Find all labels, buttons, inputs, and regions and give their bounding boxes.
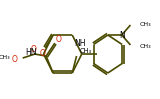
Text: HN: HN [25,48,37,57]
Text: CH₃: CH₃ [79,48,91,54]
Text: O: O [55,35,61,44]
Text: CH₃: CH₃ [0,55,11,60]
Text: CH₃: CH₃ [140,21,152,27]
Text: O: O [31,45,37,54]
Text: N: N [119,30,125,40]
Text: CH₃: CH₃ [140,43,152,49]
Text: O: O [12,55,18,64]
Text: O: O [40,49,46,58]
Text: NH: NH [74,39,85,48]
